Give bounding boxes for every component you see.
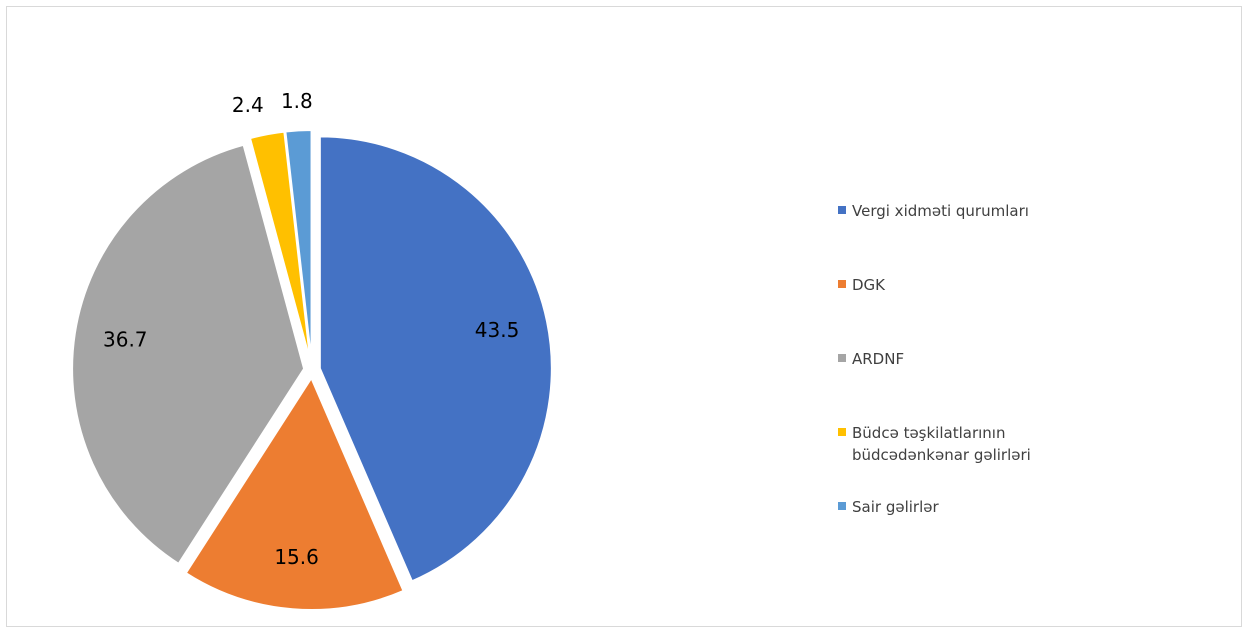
legend-item: DGK [838,274,1098,348]
legend-item: Sair gəlirlər [838,496,1098,570]
pie-slice [184,375,405,611]
legend: Vergi xidməti qurumları DGK ARDNF Büdcə təş… [838,200,1098,570]
data-label: 43.5 [475,318,520,342]
legend-label: Vergi xidməti qurumları [852,202,1029,220]
legend-label: ARDNF [852,350,905,368]
legend-swatch [838,502,846,510]
legend-label: Sair gəlirlər [852,498,939,516]
legend-swatch [838,428,846,436]
legend-item: Büdcə təşkilatlarının büdcədənkənar gəli… [838,422,1098,496]
legend-swatch [838,206,846,214]
data-label: 36.7 [103,328,148,352]
pie-slice [248,130,312,363]
pie-slice [284,129,313,363]
legend-swatch [838,354,846,362]
legend-label: DGK [852,276,886,294]
pie-slice [318,135,553,583]
legend-swatch [838,280,846,288]
legend-label: Büdcə təşkilatlarının büdcədənkənar gəli… [852,424,1031,464]
pie-slice [71,143,306,566]
legend-item: Vergi xidməti qurumları [838,200,1098,274]
data-label: 1.8 [281,89,313,113]
chart-frame [6,6,1242,627]
data-label: 2.4 [232,93,264,117]
legend-item: ARDNF [838,348,1098,422]
data-label: 15.6 [274,545,319,569]
